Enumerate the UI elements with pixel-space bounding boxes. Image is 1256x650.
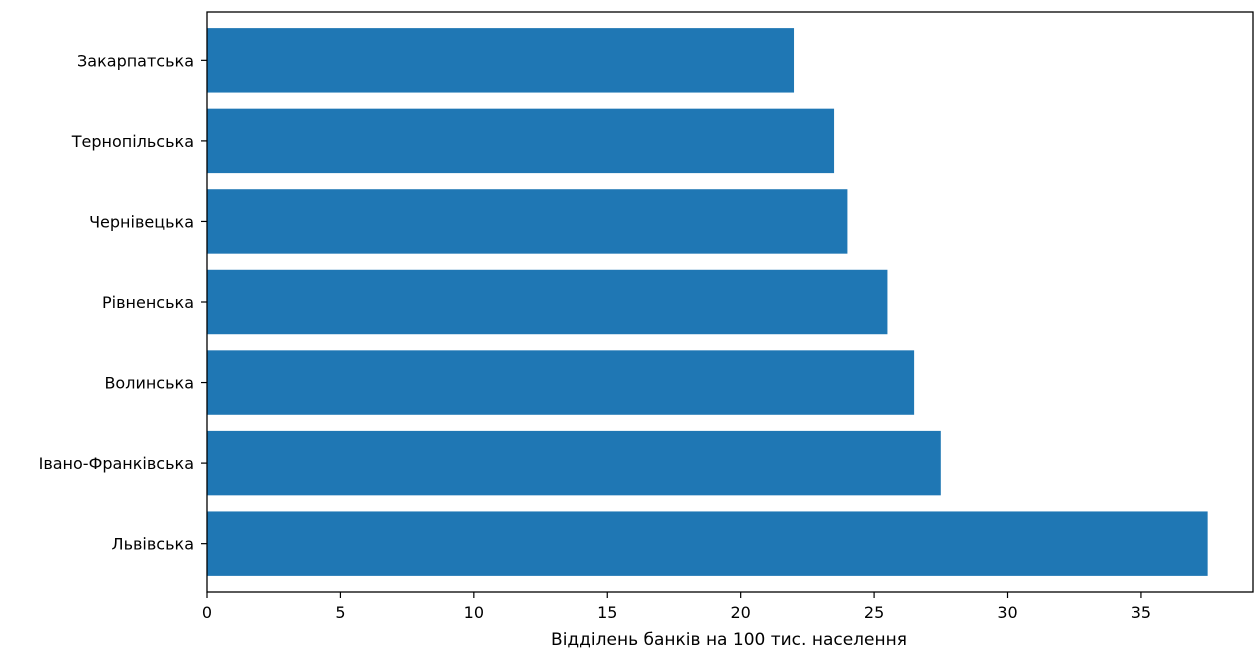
bar-6 — [207, 108, 835, 174]
bar-7 — [207, 28, 795, 93]
y-tick-label: Волинська — [104, 374, 194, 393]
y-tick-label: Закарпатська — [77, 51, 194, 70]
y-tick-label: Тернопільська — [71, 132, 194, 151]
bar-2 — [207, 430, 941, 496]
bars-group — [207, 28, 1208, 576]
y-axis-ticks: Львівська Івано-Франківська Волинська Рівне… — [39, 51, 207, 554]
y-tick-label: Івано-Франківська — [39, 454, 194, 473]
bar-1 — [207, 511, 1208, 576]
x-tick-label: 15 — [597, 603, 617, 622]
bar-3 — [207, 350, 915, 415]
x-axis-label: Відділень банків на 100 тис. населення — [551, 630, 907, 650]
plot-frame — [206, 11, 1254, 593]
y-tick-label: Рівненська — [102, 293, 194, 312]
bar-4 — [207, 269, 888, 335]
x-tick-label: 5 — [335, 603, 345, 622]
x-tick-label: 35 — [1131, 603, 1151, 622]
x-tick-label: 0 — [202, 603, 212, 622]
y-tick-label: Чернівецька — [89, 212, 194, 231]
bar-5 — [207, 189, 848, 254]
x-axis-ticks: 0 5 10 15 20 25 30 35 — [202, 592, 1151, 622]
y-tick-label: Львівська — [112, 535, 194, 554]
x-tick-label: 30 — [997, 603, 1017, 622]
x-tick-label: 10 — [464, 603, 484, 622]
x-tick-label: 25 — [864, 603, 884, 622]
x-tick-label: 20 — [730, 603, 750, 622]
